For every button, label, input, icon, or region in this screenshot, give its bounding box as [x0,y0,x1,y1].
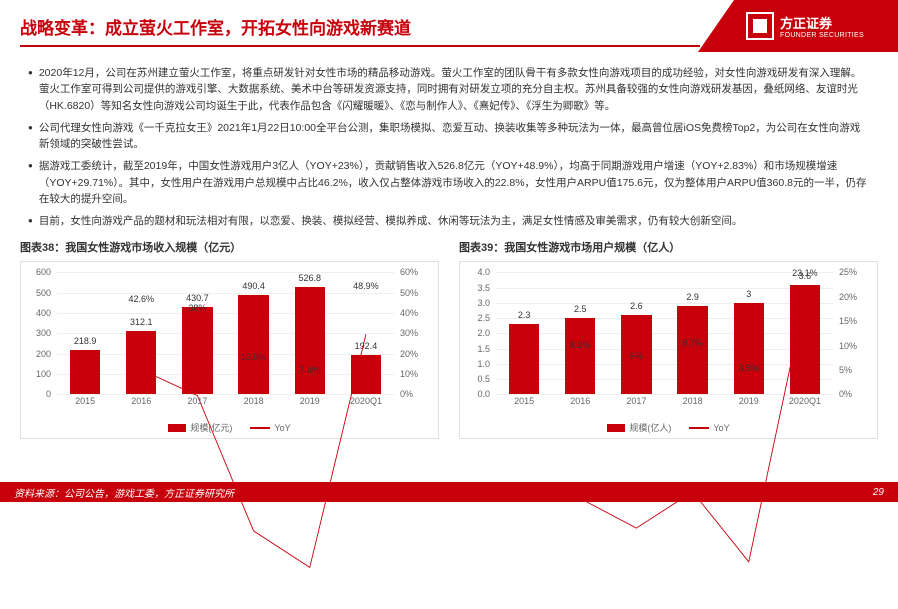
bullet-item: 2020年12月，公司在苏州建立萤火工作室，将重点研发针对女性市场的精品移动游戏… [28,65,870,114]
chart2-title: 图表39：我国女性游戏市场用户规模（亿人） [459,239,878,255]
logo-en: FOUNDER SECURITIES [780,32,864,39]
legend-line: YoY [250,421,290,434]
chart1-title: 图表38：我国女性游戏市场收入规模（亿元） [20,239,439,255]
bullet-list: 2020年12月，公司在苏州建立萤火工作室，将重点研发针对女性市场的精品移动游戏… [0,55,898,239]
logo-cn: 方正证券 [780,13,864,32]
bullet-item: 公司代理女性向游戏《一千克拉女王》2021年1月22日10:00全平台公测，集职… [28,120,870,153]
bullet-item: 据游戏工委统计，截至2019年，中国女性游戏用户3亿人（YOY+23%），贡献销… [28,158,870,207]
page-number: 29 [873,487,884,498]
footer: 资料来源：公司公告，游戏工委，方正证券研究所 29 [0,482,898,502]
legend-bar: 规模(亿元) [168,421,232,434]
bullet-item: 目前，女性向游戏产品的题材和玩法相对有限，以恋爱、换装、模拟经营、模拟养成、休闲… [28,213,870,229]
footer-source: 资料来源：公司公告，游戏工委，方正证券研究所 [14,485,234,500]
chart2: 2.32.52.62.933.68.2%6%8.7%3.5%23.1%0.00.… [459,261,878,439]
logo: 方正证券 FOUNDER SECURITIES [698,0,898,52]
chart1: 218.9312.1430.7490.4526.8192.442.6%38%13… [20,261,439,439]
logo-icon [746,12,774,40]
legend-bar: 规模(亿人) [607,421,671,434]
legend-line: YoY [689,421,729,434]
title-underline [20,45,700,47]
